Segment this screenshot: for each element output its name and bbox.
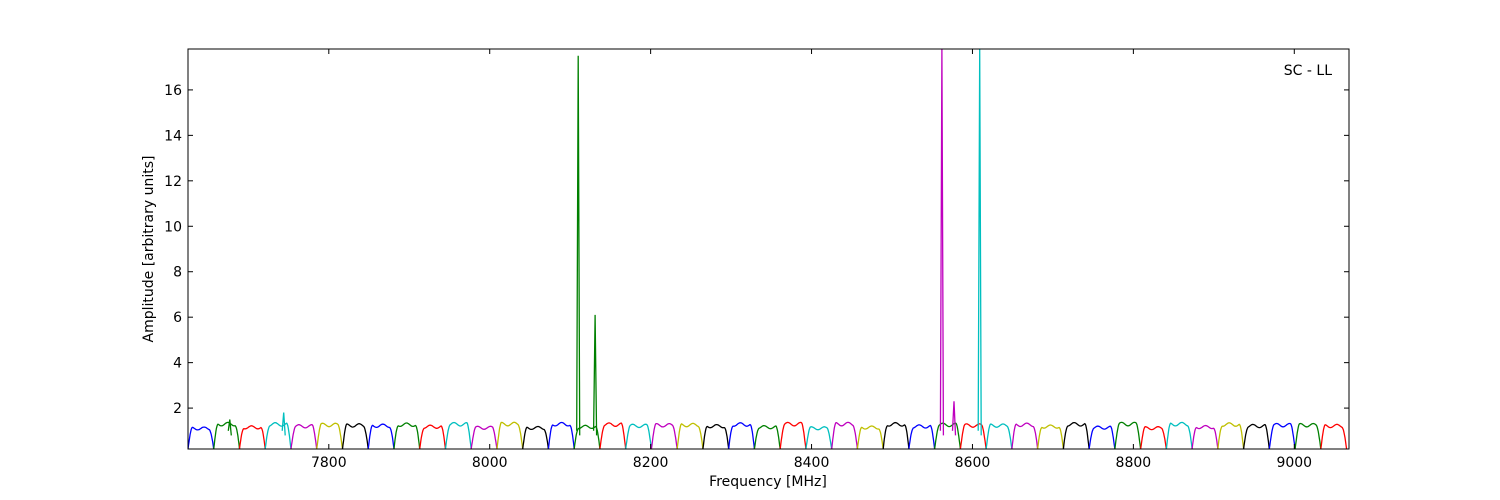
channel-series-line	[1268, 422, 1296, 449]
y-tick-label: 8	[173, 265, 182, 281]
channel-series-line	[419, 424, 447, 449]
channel-series-line	[882, 421, 910, 449]
channel-series-line	[264, 422, 292, 449]
y-tick-label: 10	[164, 219, 182, 235]
channel-series-line	[1036, 424, 1065, 449]
spike-series-line	[951, 401, 957, 436]
channel-series-line	[213, 421, 241, 449]
channel-series-line	[933, 422, 962, 449]
channel-series-line	[779, 421, 807, 449]
y-tick-label: 14	[164, 128, 182, 144]
y-axis-label: Amplitude [arbitrary units]	[141, 156, 157, 343]
x-tick-label: 8800	[1116, 455, 1152, 471]
channel-series-line	[831, 421, 859, 449]
channel-series-line	[1165, 421, 1193, 449]
channel-series-line	[393, 422, 421, 449]
spike-series-line	[227, 419, 232, 436]
channel-series-line	[470, 425, 498, 449]
channel-series-line	[444, 421, 472, 449]
y-axis-ticks: 2 4 6 8 10 12 14 16	[164, 83, 1349, 417]
series-layer	[188, 49, 1348, 449]
channel-series-line	[728, 422, 756, 449]
channel-series-line	[1062, 421, 1090, 449]
channel-series-line	[547, 421, 575, 449]
channel-series-line	[188, 426, 215, 449]
x-tick-label: 7800	[311, 455, 347, 471]
x-tick-label: 8400	[794, 455, 830, 471]
y-tick-label: 6	[173, 310, 182, 326]
plot-area-frame	[187, 48, 1350, 450]
x-tick-label: 8200	[633, 455, 669, 471]
channel-series-line	[573, 424, 601, 449]
channel-series-line	[676, 422, 704, 449]
channel-series-line	[367, 423, 395, 449]
channel-series-line	[316, 422, 344, 449]
channel-series-line	[341, 423, 369, 449]
spike-series-line	[592, 314, 598, 436]
x-tick-label: 8600	[955, 455, 991, 471]
channel-series-line	[1217, 422, 1245, 449]
chart-annotation: SC - LL	[1284, 63, 1332, 79]
channel-series-line	[908, 424, 936, 449]
channel-series-line	[753, 424, 781, 449]
channel-series-line	[625, 423, 653, 449]
y-tick-label: 4	[173, 356, 182, 372]
y-tick-label: 12	[164, 174, 182, 190]
x-axis-label: Frequency [MHz]	[709, 474, 827, 490]
x-axis-ticks: 7800 8000 8200 8400 8600 8800 9000	[311, 49, 1312, 471]
x-tick-label: 9000	[1276, 455, 1312, 471]
channel-series-line	[1191, 424, 1219, 449]
channel-series-line	[496, 421, 524, 449]
channel-series-line	[1139, 426, 1168, 449]
spike-series-line	[939, 49, 945, 436]
channel-series-line	[650, 422, 678, 449]
channel-series-line	[1294, 422, 1322, 449]
channel-series-line	[290, 424, 318, 449]
channel-series-line	[238, 425, 266, 449]
spike-series-line	[576, 55, 581, 436]
channel-series-line	[1088, 425, 1116, 449]
y-tick-label: 16	[164, 83, 182, 99]
x-tick-label: 8000	[472, 455, 508, 471]
y-tick-label: 2	[173, 401, 182, 417]
channel-series-line	[805, 426, 833, 449]
channel-series-line	[985, 423, 1013, 449]
channel-series-line	[1114, 421, 1142, 449]
spike-series-line	[977, 49, 982, 436]
channel-series-line	[599, 422, 627, 449]
spike-series-line	[281, 412, 286, 436]
channel-series-line	[1242, 423, 1270, 449]
channel-series-line	[702, 423, 730, 449]
channel-series-line	[1011, 422, 1039, 449]
channel-series-line	[1320, 423, 1348, 449]
channel-series-line	[522, 425, 550, 449]
channel-series-line	[856, 425, 884, 449]
